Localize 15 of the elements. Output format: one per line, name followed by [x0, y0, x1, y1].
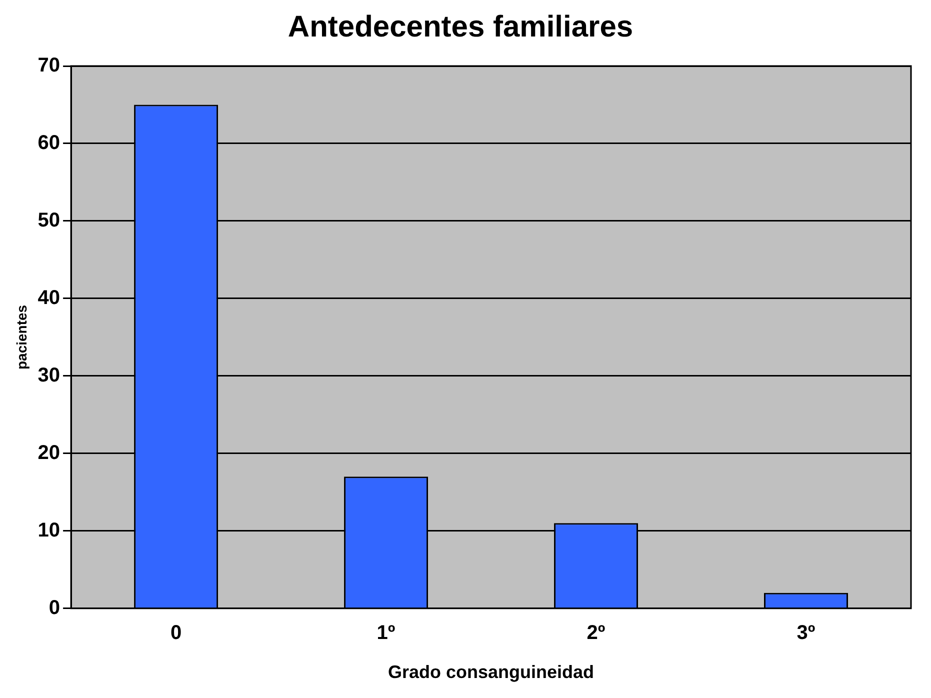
- x-axis-title: Grado consanguineidad: [388, 662, 594, 682]
- x-tick-label: 0: [170, 622, 182, 644]
- y-tick-label: 70: [38, 54, 60, 77]
- y-tick-label: 10: [38, 519, 60, 542]
- y-tick-label: 30: [38, 364, 60, 386]
- y-tick-label: 50: [38, 209, 60, 232]
- x-tick-label: 3º: [796, 622, 816, 644]
- y-tick-label: 60: [38, 132, 60, 154]
- y-tick-label: 0: [48, 596, 60, 619]
- chart-title: Antedecentes familiares: [288, 10, 634, 44]
- x-tick-label: 2º: [586, 622, 606, 644]
- y-axis-title: pacientes: [13, 304, 30, 370]
- y-tick-label: 20: [38, 442, 60, 464]
- x-tick-label: 1º: [376, 622, 396, 644]
- y-tick-label: 40: [38, 286, 60, 309]
